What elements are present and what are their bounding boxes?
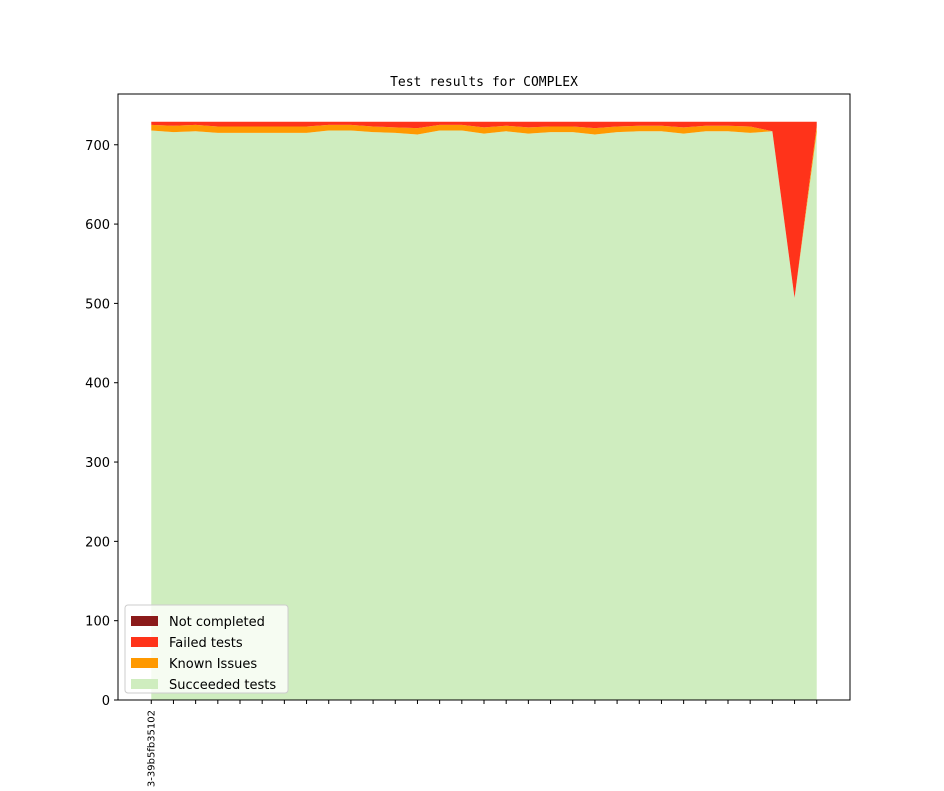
y-tick-label: 500 [85,297,110,312]
y-tick-label: 600 [85,218,110,233]
legend-label: Known Issues [169,657,257,672]
legend-swatch [131,679,158,689]
legend-label: Succeeded tests [169,678,276,693]
y-tick-label: 400 [85,377,110,392]
area [151,130,817,700]
chart-title: Test results for COMPLEX [390,75,578,90]
y-tick-label: 700 [85,139,110,154]
legend-swatch [131,616,158,626]
y-tick-label: 100 [85,615,110,630]
x-tick-label: 3-39b5fb35102 [146,710,157,787]
legend: Not completed Failed tests Known Issues Suc… [124,604,289,694]
legend-swatch [131,658,158,668]
legend-label: Not completed [169,615,265,630]
y-tick-label: 0 [102,694,110,709]
y-tick-label: 200 [85,535,110,550]
legend-label: Failed tests [169,636,243,651]
legend-box [124,604,289,694]
legend-swatch [131,637,158,647]
y-tick-label: 300 [85,456,110,471]
